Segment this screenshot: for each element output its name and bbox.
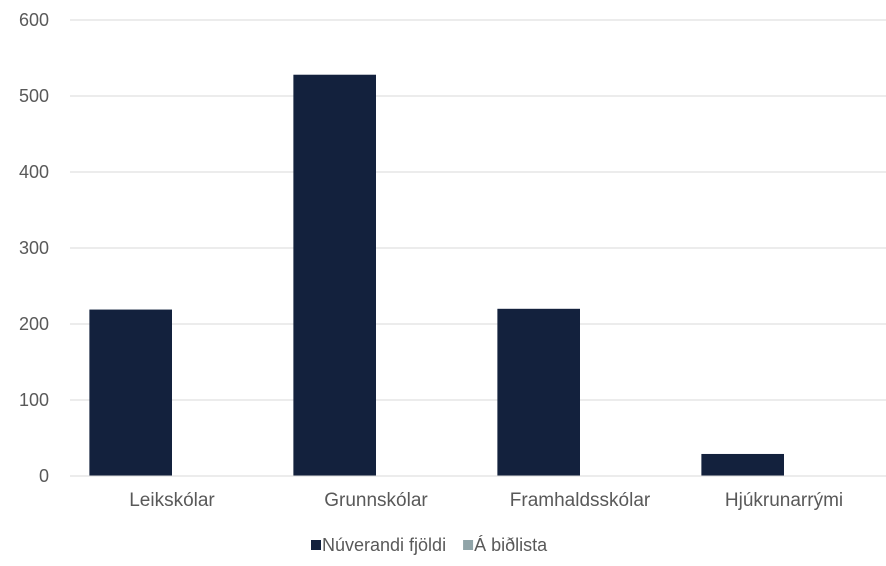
gridlines (70, 19, 886, 401)
legend-label: Núverandi fjöldi (322, 535, 446, 555)
bars (89, 74, 784, 476)
y-tick-label: 200 (19, 314, 49, 334)
bar (293, 74, 376, 476)
x-axis-category-labels: Leikskólar Grunnskólar Framhaldsskólar Hjúk… (129, 490, 843, 511)
bar (701, 453, 784, 476)
category-label: Grunnskólar (324, 490, 428, 511)
category-label: Framhaldsskólar (510, 490, 651, 511)
bar (89, 309, 172, 476)
y-tick-label: 400 (19, 162, 49, 182)
y-tick-label: 100 (19, 390, 49, 410)
y-tick-label: 500 (19, 86, 49, 106)
y-tick-label: 0 (39, 466, 49, 486)
legend-swatch (311, 540, 321, 550)
legend-swatch (463, 540, 474, 550)
y-tick-label: 300 (19, 238, 49, 258)
bar (497, 308, 580, 476)
legend: Núverandi fjöldi Á biðlista (311, 535, 548, 555)
category-label: Hjúkrunarrými (725, 490, 843, 511)
legend-label: Á biðlista (474, 535, 548, 555)
y-axis-tick-labels: 0 100 200 300 400 500 600 (19, 10, 49, 486)
y-tick-label: 600 (19, 10, 49, 30)
category-label: Leikskólar (129, 490, 215, 511)
